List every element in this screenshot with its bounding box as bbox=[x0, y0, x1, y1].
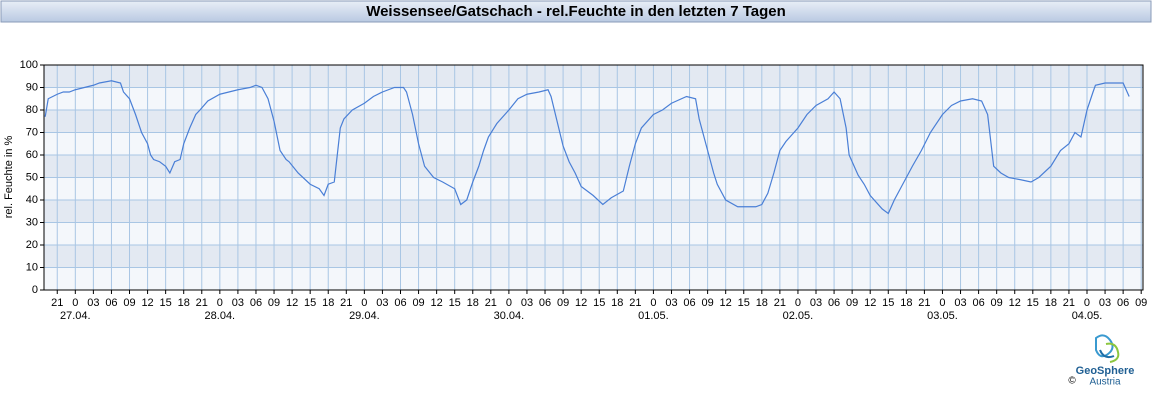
x-tick-label: 03 bbox=[1099, 297, 1111, 309]
x-tick-label: 0 bbox=[939, 297, 945, 309]
x-tick-label: 21 bbox=[774, 297, 786, 309]
x-tick-label: 03 bbox=[665, 297, 677, 309]
y-tick-label: 10 bbox=[26, 261, 38, 273]
x-tick-label: 03 bbox=[87, 297, 99, 309]
x-tick-label: 03 bbox=[232, 297, 244, 309]
x-tick-label: 15 bbox=[593, 297, 605, 309]
plot-frame bbox=[43, 64, 1144, 291]
x-tick-label: 0 bbox=[795, 297, 801, 309]
copyright: © bbox=[1068, 376, 1076, 387]
x-tick-label: 03 bbox=[521, 297, 533, 309]
x-tick-label: 09 bbox=[701, 297, 713, 309]
x-tick-label: 06 bbox=[683, 297, 695, 309]
x-date-label: 30.04. bbox=[494, 310, 525, 322]
y-tick-label: 60 bbox=[26, 149, 38, 161]
x-date-label: 03.05. bbox=[927, 310, 958, 322]
x-tick-label: 09 bbox=[557, 297, 569, 309]
x-tick-label: 18 bbox=[467, 297, 479, 309]
logo-name: GeoSphere bbox=[1076, 365, 1135, 377]
x-tick-label: 06 bbox=[972, 297, 984, 309]
chart-title: Weissensee/Gatschach - rel.Feuchte in de… bbox=[366, 3, 786, 20]
x-tick-label: 09 bbox=[412, 297, 424, 309]
x-tick-label: 21 bbox=[485, 297, 497, 309]
x-tick-label: 06 bbox=[394, 297, 406, 309]
x-date-label: 02.05. bbox=[783, 310, 814, 322]
y-tick-label: 80 bbox=[26, 104, 38, 116]
x-tick-label: 0 bbox=[1084, 297, 1090, 309]
x-tick-label: 12 bbox=[575, 297, 587, 309]
x-tick-label: 06 bbox=[250, 297, 262, 309]
x-date-label: 29.04. bbox=[349, 310, 380, 322]
x-tick-label: 12 bbox=[1009, 297, 1021, 309]
x-date-label: 01.05. bbox=[638, 310, 669, 322]
x-tick-label: 21 bbox=[340, 297, 352, 309]
x-tick-label: 18 bbox=[322, 297, 334, 309]
title-bar bbox=[0, 0, 1152, 23]
x-tick-label: 21 bbox=[1063, 297, 1075, 309]
x-date-label: 04.05. bbox=[1072, 310, 1103, 322]
grid-band bbox=[44, 200, 1143, 223]
x-tick-label: 0 bbox=[72, 297, 78, 309]
x-tick-label: 12 bbox=[864, 297, 876, 309]
x-tick-label: 18 bbox=[178, 297, 190, 309]
x-tick-label: 15 bbox=[1027, 297, 1039, 309]
logo bbox=[1095, 334, 1120, 363]
x-tick-label: 21 bbox=[629, 297, 641, 309]
logo-mark bbox=[1095, 334, 1114, 358]
grid-band bbox=[44, 110, 1143, 133]
x-tick-label: 03 bbox=[954, 297, 966, 309]
x-tick-label: 03 bbox=[810, 297, 822, 309]
y-tick-label: 50 bbox=[26, 171, 38, 183]
x-tick-label: 09 bbox=[123, 297, 135, 309]
x-tick-label: 12 bbox=[141, 297, 153, 309]
x-tick-label: 09 bbox=[268, 297, 280, 309]
logo-mark bbox=[1099, 349, 1115, 359]
grid-band bbox=[44, 65, 1143, 88]
x-tick-label: 12 bbox=[720, 297, 732, 309]
x-tick-label: 12 bbox=[286, 297, 298, 309]
y-tick-label: 40 bbox=[26, 194, 38, 206]
y-tick-label: 90 bbox=[26, 81, 38, 93]
y-tick-label: 0 bbox=[32, 284, 38, 296]
x-tick-label: 0 bbox=[361, 297, 367, 309]
x-tick-label: 09 bbox=[846, 297, 858, 309]
y-tick-label: 20 bbox=[26, 239, 38, 251]
x-tick-label: 15 bbox=[738, 297, 750, 309]
x-date-label: 27.04. bbox=[60, 310, 91, 322]
x-tick-label: 21 bbox=[918, 297, 930, 309]
x-tick-label: 06 bbox=[1117, 297, 1129, 309]
x-tick-label: 21 bbox=[51, 297, 63, 309]
x-tick-label: 18 bbox=[1045, 297, 1057, 309]
x-tick-label: 18 bbox=[611, 297, 623, 309]
x-tick-label: 18 bbox=[900, 297, 912, 309]
logo-mark bbox=[1105, 342, 1120, 363]
x-tick-label: 0 bbox=[506, 297, 512, 309]
x-tick-label: 12 bbox=[431, 297, 443, 309]
x-tick-label: 03 bbox=[376, 297, 388, 309]
grid-band bbox=[44, 155, 1143, 178]
y-tick-label: 30 bbox=[26, 216, 38, 228]
x-tick-label: 15 bbox=[449, 297, 461, 309]
logo-sub: Austria bbox=[1089, 377, 1121, 388]
x-tick-label: 15 bbox=[160, 297, 172, 309]
grid-band bbox=[44, 245, 1143, 268]
x-tick-label: 06 bbox=[539, 297, 551, 309]
x-tick-label: 0 bbox=[650, 297, 656, 309]
x-tick-label: 18 bbox=[756, 297, 768, 309]
x-tick-label: 06 bbox=[105, 297, 117, 309]
x-tick-label: 21 bbox=[196, 297, 208, 309]
x-tick-label: 09 bbox=[1135, 297, 1147, 309]
x-tick-label: 15 bbox=[882, 297, 894, 309]
y-tick-label: 70 bbox=[26, 126, 38, 138]
x-tick-label: 06 bbox=[828, 297, 840, 309]
x-date-label: 28.04. bbox=[205, 310, 236, 322]
x-tick-label: 0 bbox=[217, 297, 223, 309]
data-line bbox=[44, 80, 1130, 215]
y-tick-label: 100 bbox=[20, 59, 38, 71]
x-tick-label: 15 bbox=[304, 297, 316, 309]
y-axis-label: rel. Feuchte in % bbox=[3, 136, 15, 219]
x-tick-label: 09 bbox=[991, 297, 1003, 309]
